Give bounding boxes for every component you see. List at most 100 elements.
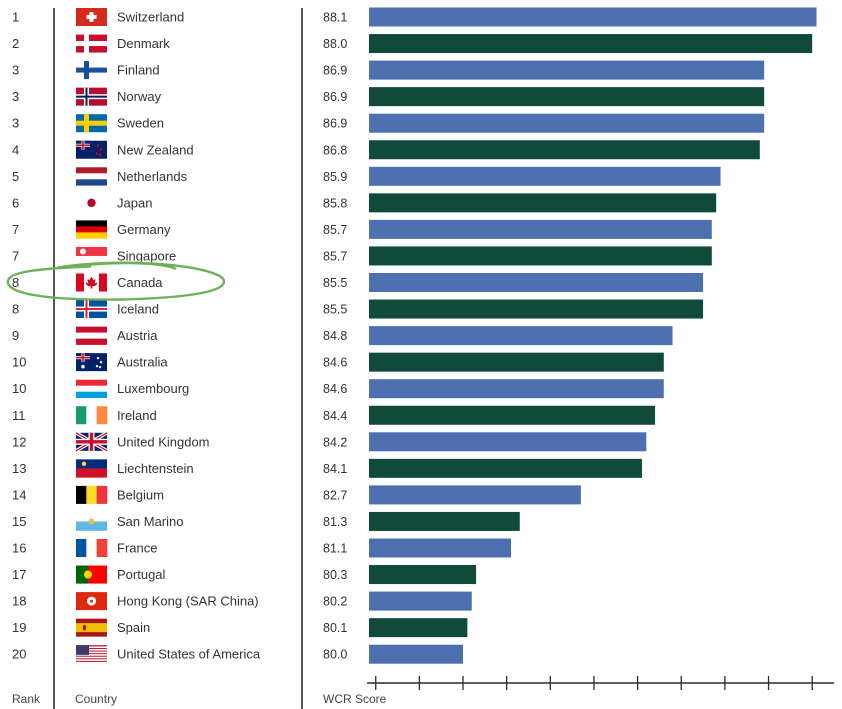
luxembourg-flag-icon [76, 379, 107, 398]
rank-label: 4 [12, 142, 19, 157]
score-bar [369, 87, 765, 107]
rank-label: 3 [12, 63, 19, 78]
ranking-row: 12 United Kingdom 84.2 [12, 431, 647, 453]
score-bar [369, 485, 581, 505]
score-value-label: 84.1 [323, 462, 347, 476]
austria-flag-icon [76, 326, 107, 345]
score-value-label: 82.7 [323, 488, 347, 502]
ranking-row: 8 Iceland 85.5 [12, 299, 704, 319]
denmark-flag-icon [76, 34, 107, 53]
ranking-row: 13 Liechtenstein 84.1 [12, 458, 642, 478]
spain-flag-icon [76, 618, 107, 637]
germany-flag-icon [76, 220, 107, 239]
ranking-row: 3 Sweden 86.9 [12, 113, 765, 133]
score-value-label: 84.8 [323, 329, 347, 343]
ranking-row: 19 Spain 80.1 [12, 618, 468, 638]
ranking-row: 18 Hong Kong (SAR China) 80.2 [12, 591, 472, 611]
france-flag-icon [76, 539, 108, 557]
score-bar [369, 246, 712, 266]
country-label: Ireland [117, 408, 157, 423]
hong-kong-flag-icon [76, 592, 107, 611]
ranking-rows: 1 Switzerland 88.1 2 Denmark 88.0 3 Finland 86.9… [12, 7, 817, 664]
rank-label: 15 [12, 514, 26, 529]
rank-label: 18 [12, 594, 26, 609]
ranking-row: 6 Japan 85.8 [12, 193, 717, 213]
country-label: Portugal [117, 567, 166, 582]
ranking-row: 15 San Marino 81.3 [12, 511, 520, 531]
ranking-row: 8 Canada 85.5 [12, 273, 704, 292]
country-label: Germany [117, 222, 171, 237]
ranking-row: 11 Ireland 84.4 [12, 405, 656, 425]
rank-label: 19 [12, 620, 26, 635]
score-bar [369, 432, 647, 452]
ranking-row: 4 New Zealand 86.8 [12, 140, 760, 160]
country-label: Austria [117, 328, 158, 343]
score-bar [369, 219, 712, 239]
country-label: San Marino [117, 514, 183, 529]
country-label: France [117, 541, 157, 556]
canada-flag-icon [76, 273, 107, 292]
japan-flag-icon [76, 193, 107, 212]
rank-label: 16 [12, 541, 26, 556]
score-column-header: WCR Score [323, 692, 387, 706]
rank-label: 3 [12, 116, 19, 131]
highlight-annotation [6, 261, 226, 301]
sweden-flag-icon [76, 114, 107, 133]
score-value-label: 86.9 [323, 64, 347, 78]
score-value-label: 84.2 [323, 435, 347, 449]
australia-flag-icon [76, 353, 107, 372]
rank-label: 7 [12, 248, 19, 263]
country-column-header: Country [75, 692, 117, 706]
score-bar [369, 113, 765, 133]
rank-label: 7 [12, 222, 19, 237]
score-value-label: 85.7 [323, 223, 347, 237]
rank-label: 11 [12, 408, 26, 423]
rank-label: 13 [12, 461, 26, 476]
rank-label: 8 [12, 302, 19, 317]
singapore-flag-icon [76, 246, 107, 266]
country-label: Iceland [117, 302, 159, 317]
score-value-label: 81.3 [323, 515, 347, 529]
score-bar [369, 326, 673, 346]
ireland-flag-icon [76, 406, 108, 425]
score-bar [369, 299, 704, 319]
score-bar [369, 166, 721, 186]
score-bar [369, 591, 472, 611]
score-axis-ticks [375, 676, 813, 690]
country-label: Australia [117, 355, 168, 370]
score-value-label: 86.9 [323, 90, 347, 104]
score-value-label: 88.0 [323, 37, 347, 51]
score-value-label: 85.9 [323, 170, 347, 184]
ranking-row: 7 Germany 85.7 [12, 219, 712, 239]
country-label: Denmark [117, 36, 170, 51]
country-label: Switzerland [117, 10, 184, 25]
country-label: Liechtenstein [117, 461, 194, 476]
score-bar [369, 7, 817, 27]
score-value-label: 86.8 [323, 143, 347, 157]
score-value-label: 80.3 [323, 568, 347, 582]
score-bar [369, 618, 468, 638]
country-label: Norway [117, 89, 162, 104]
ranking-row: 10 Luxembourg 84.6 [12, 379, 664, 399]
country-label: Luxembourg [117, 381, 189, 396]
score-value-label: 84.6 [323, 382, 347, 396]
score-value-label: 80.1 [323, 621, 347, 635]
ranking-row: 17 Portugal 80.3 [12, 565, 477, 585]
ranking-row: 16 France 81.1 [12, 538, 512, 558]
netherlands-flag-icon [76, 167, 107, 186]
score-bar [369, 140, 760, 160]
switzerland-flag-icon [76, 8, 107, 26]
ranking-row: 14 Belgium 82.7 [12, 485, 581, 505]
score-value-label: 85.8 [323, 196, 347, 210]
portugal-flag-icon [76, 565, 107, 584]
rank-label: 1 [12, 10, 19, 25]
highlight-circle [6, 261, 226, 301]
score-bar [369, 511, 520, 531]
country-label: United Kingdom [117, 434, 210, 449]
rank-label: 2 [12, 36, 19, 51]
rank-label: 10 [12, 355, 26, 370]
country-label: Canada [117, 275, 163, 290]
score-value-label: 86.9 [323, 117, 347, 131]
country-label: Finland [117, 63, 160, 78]
